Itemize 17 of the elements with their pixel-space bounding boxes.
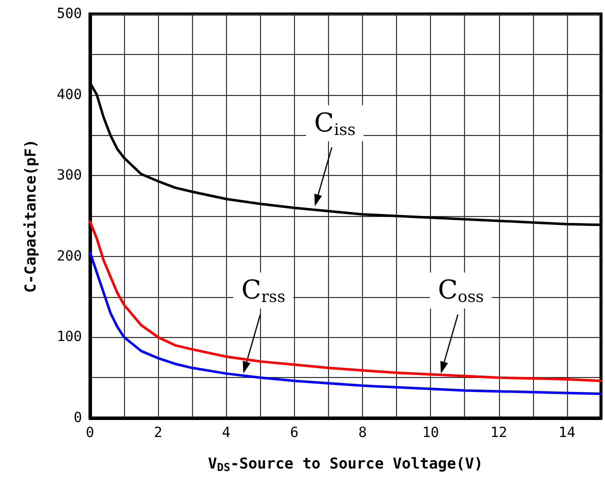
y-axis-title: C-Capacitance(pF): [22, 139, 40, 293]
y-tick-label: 500: [56, 6, 82, 22]
x-tick-label: 0: [86, 425, 94, 441]
line-series: [88, 220, 602, 382]
y-tick-label: 200: [56, 248, 82, 264]
y-tick-label: 0: [74, 410, 82, 426]
y-tick-label: 100: [56, 329, 82, 346]
y-tick-label: 300: [56, 168, 82, 184]
x-tick-label: 8: [358, 425, 367, 441]
x-tick-label: 10: [422, 425, 440, 441]
x-tick-label: 14: [558, 425, 576, 441]
x-tick-label: 6: [290, 425, 299, 441]
x-tick-label: 4: [222, 425, 230, 441]
line-series: [88, 251, 602, 396]
x-tick-label: 12: [490, 425, 508, 441]
x-tick-label: 2: [154, 425, 162, 441]
y-tick-label: 400: [56, 86, 82, 103]
